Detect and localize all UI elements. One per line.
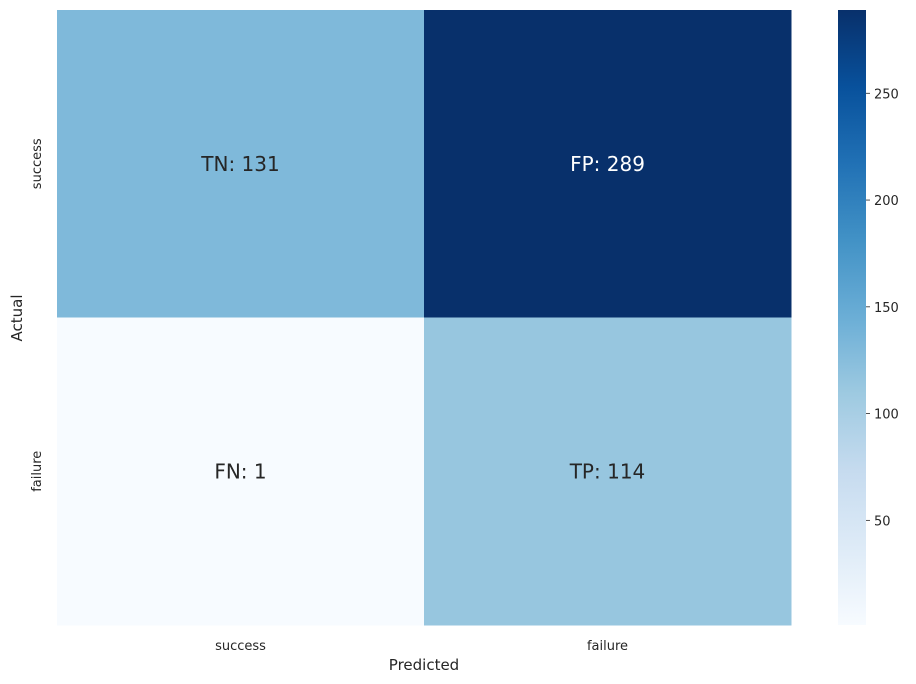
colorbar-tick-label: 50 xyxy=(874,514,891,529)
cell-value-label: FP: 289 xyxy=(570,152,645,176)
y-axis-ticks: success failure xyxy=(30,138,45,492)
x-axis-ticks: success failure xyxy=(215,639,628,654)
colorbar-tick-label: 250 xyxy=(874,87,899,102)
y-axis-label: Actual xyxy=(8,295,26,342)
heatmap-cell-success-failure xyxy=(424,10,792,318)
heatmap-cells xyxy=(57,10,792,626)
x-tick-label: failure xyxy=(587,639,628,654)
heatmap-cell-failure-failure xyxy=(424,317,792,626)
colorbar-tick-label: 150 xyxy=(874,301,899,316)
colorbar-tick-label: 200 xyxy=(874,194,899,209)
colorbar-tick-label: 100 xyxy=(874,408,899,423)
cell-value-label: TN: 131 xyxy=(200,152,279,176)
colorbar-ticks: 50 100 150 200 250 xyxy=(866,87,899,529)
x-tick-label: success xyxy=(215,639,266,654)
cell-value-label: TP: 114 xyxy=(569,459,646,483)
y-tick-label: success xyxy=(30,138,45,189)
y-tick-label: failure xyxy=(30,451,45,492)
heatmap-cell-failure-success xyxy=(57,317,425,626)
heatmap-cell-success-success xyxy=(57,10,425,318)
x-axis-label: Predicted xyxy=(389,656,459,674)
colorbar xyxy=(838,10,866,625)
cell-value-label: FN: 1 xyxy=(214,459,266,483)
heatmap-cell-labels: TN: 131 FP: 289 FN: 1 TP: 114 xyxy=(200,152,645,484)
